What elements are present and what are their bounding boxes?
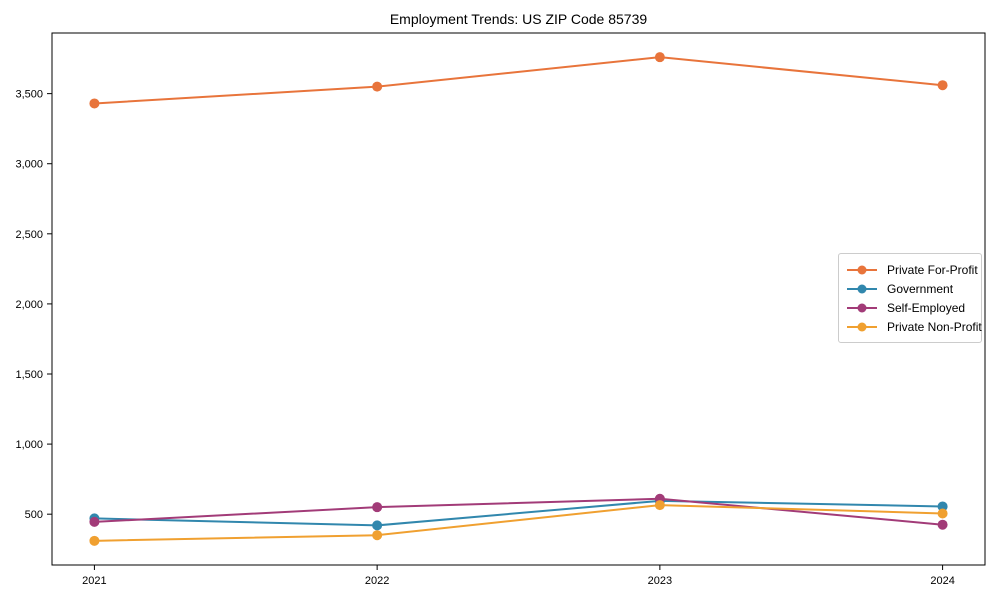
legend-label: Private For-Profit [887, 262, 978, 277]
data-point-private-non-profit-2021 [89, 535, 100, 546]
data-point-private-for-profit-2023 [654, 52, 665, 63]
legend-dot-icon [857, 265, 867, 274]
y-tick-label: 2,500 [15, 229, 43, 241]
legend-line-marker-icon [847, 265, 877, 274]
legend-dot-icon [857, 322, 867, 331]
chart-title: Employment Trends: US ZIP Code 85739 [389, 11, 648, 27]
data-point-self-employed-2021 [89, 516, 100, 527]
legend-label: Self-Employed [887, 300, 966, 315]
data-point-self-employed-2024 [937, 519, 948, 530]
legend-line-marker-icon [847, 303, 877, 312]
series-private-for-profit [89, 52, 948, 109]
legend-label: Private Non-Profit [887, 319, 982, 334]
chart-legend: Private For-Profit Government Self-Employe… [838, 253, 982, 343]
y-tick-label: 2,000 [15, 299, 43, 311]
series-line-private-non-profit [94, 504, 943, 542]
series-line-private-for-profit [94, 56, 943, 105]
x-tick-label: 2023 [648, 575, 672, 587]
data-point-private-for-profit-2022 [372, 81, 383, 92]
series-self-employed [89, 493, 948, 530]
data-point-private-non-profit-2022 [372, 530, 383, 541]
y-tick-label: 1,500 [15, 369, 43, 381]
y-tick-label: 500 [25, 509, 43, 521]
data-point-government-2024 [937, 501, 948, 512]
legend-item-private-non-profit: Private Non-Profit [847, 317, 982, 336]
y-tick-label: 1,000 [15, 439, 43, 451]
x-tick-label: 2021 [82, 575, 106, 587]
data-point-private-for-profit-2024 [937, 80, 948, 91]
legend-item-government: Government [847, 279, 973, 298]
legend-line-marker-icon [847, 284, 877, 293]
y-tick-label: 3,000 [15, 159, 43, 171]
y-tick-label: 3,500 [15, 89, 43, 101]
data-point-private-for-profit-2021 [89, 98, 100, 109]
series-line-government [94, 499, 943, 527]
legend-item-private-for-profit: Private For-Profit [847, 260, 978, 279]
x-tick-label: 2022 [365, 575, 389, 587]
series-line-self-employed [94, 497, 943, 526]
legend-label: Government [887, 281, 954, 296]
legend-line-marker-icon [847, 322, 877, 331]
x-tick-label: 2024 [930, 575, 954, 587]
series-private-non-profit [89, 500, 948, 546]
legend-dot-icon [857, 284, 867, 293]
data-point-self-employed-2022 [372, 502, 383, 513]
legend-item-self-employed: Self-Employed [847, 298, 973, 317]
data-point-government-2022 [372, 520, 383, 531]
data-point-private-non-profit-2023 [654, 500, 665, 511]
legend-dot-icon [857, 303, 867, 312]
data-point-private-non-profit-2024 [937, 508, 948, 519]
plot-border [51, 32, 986, 566]
